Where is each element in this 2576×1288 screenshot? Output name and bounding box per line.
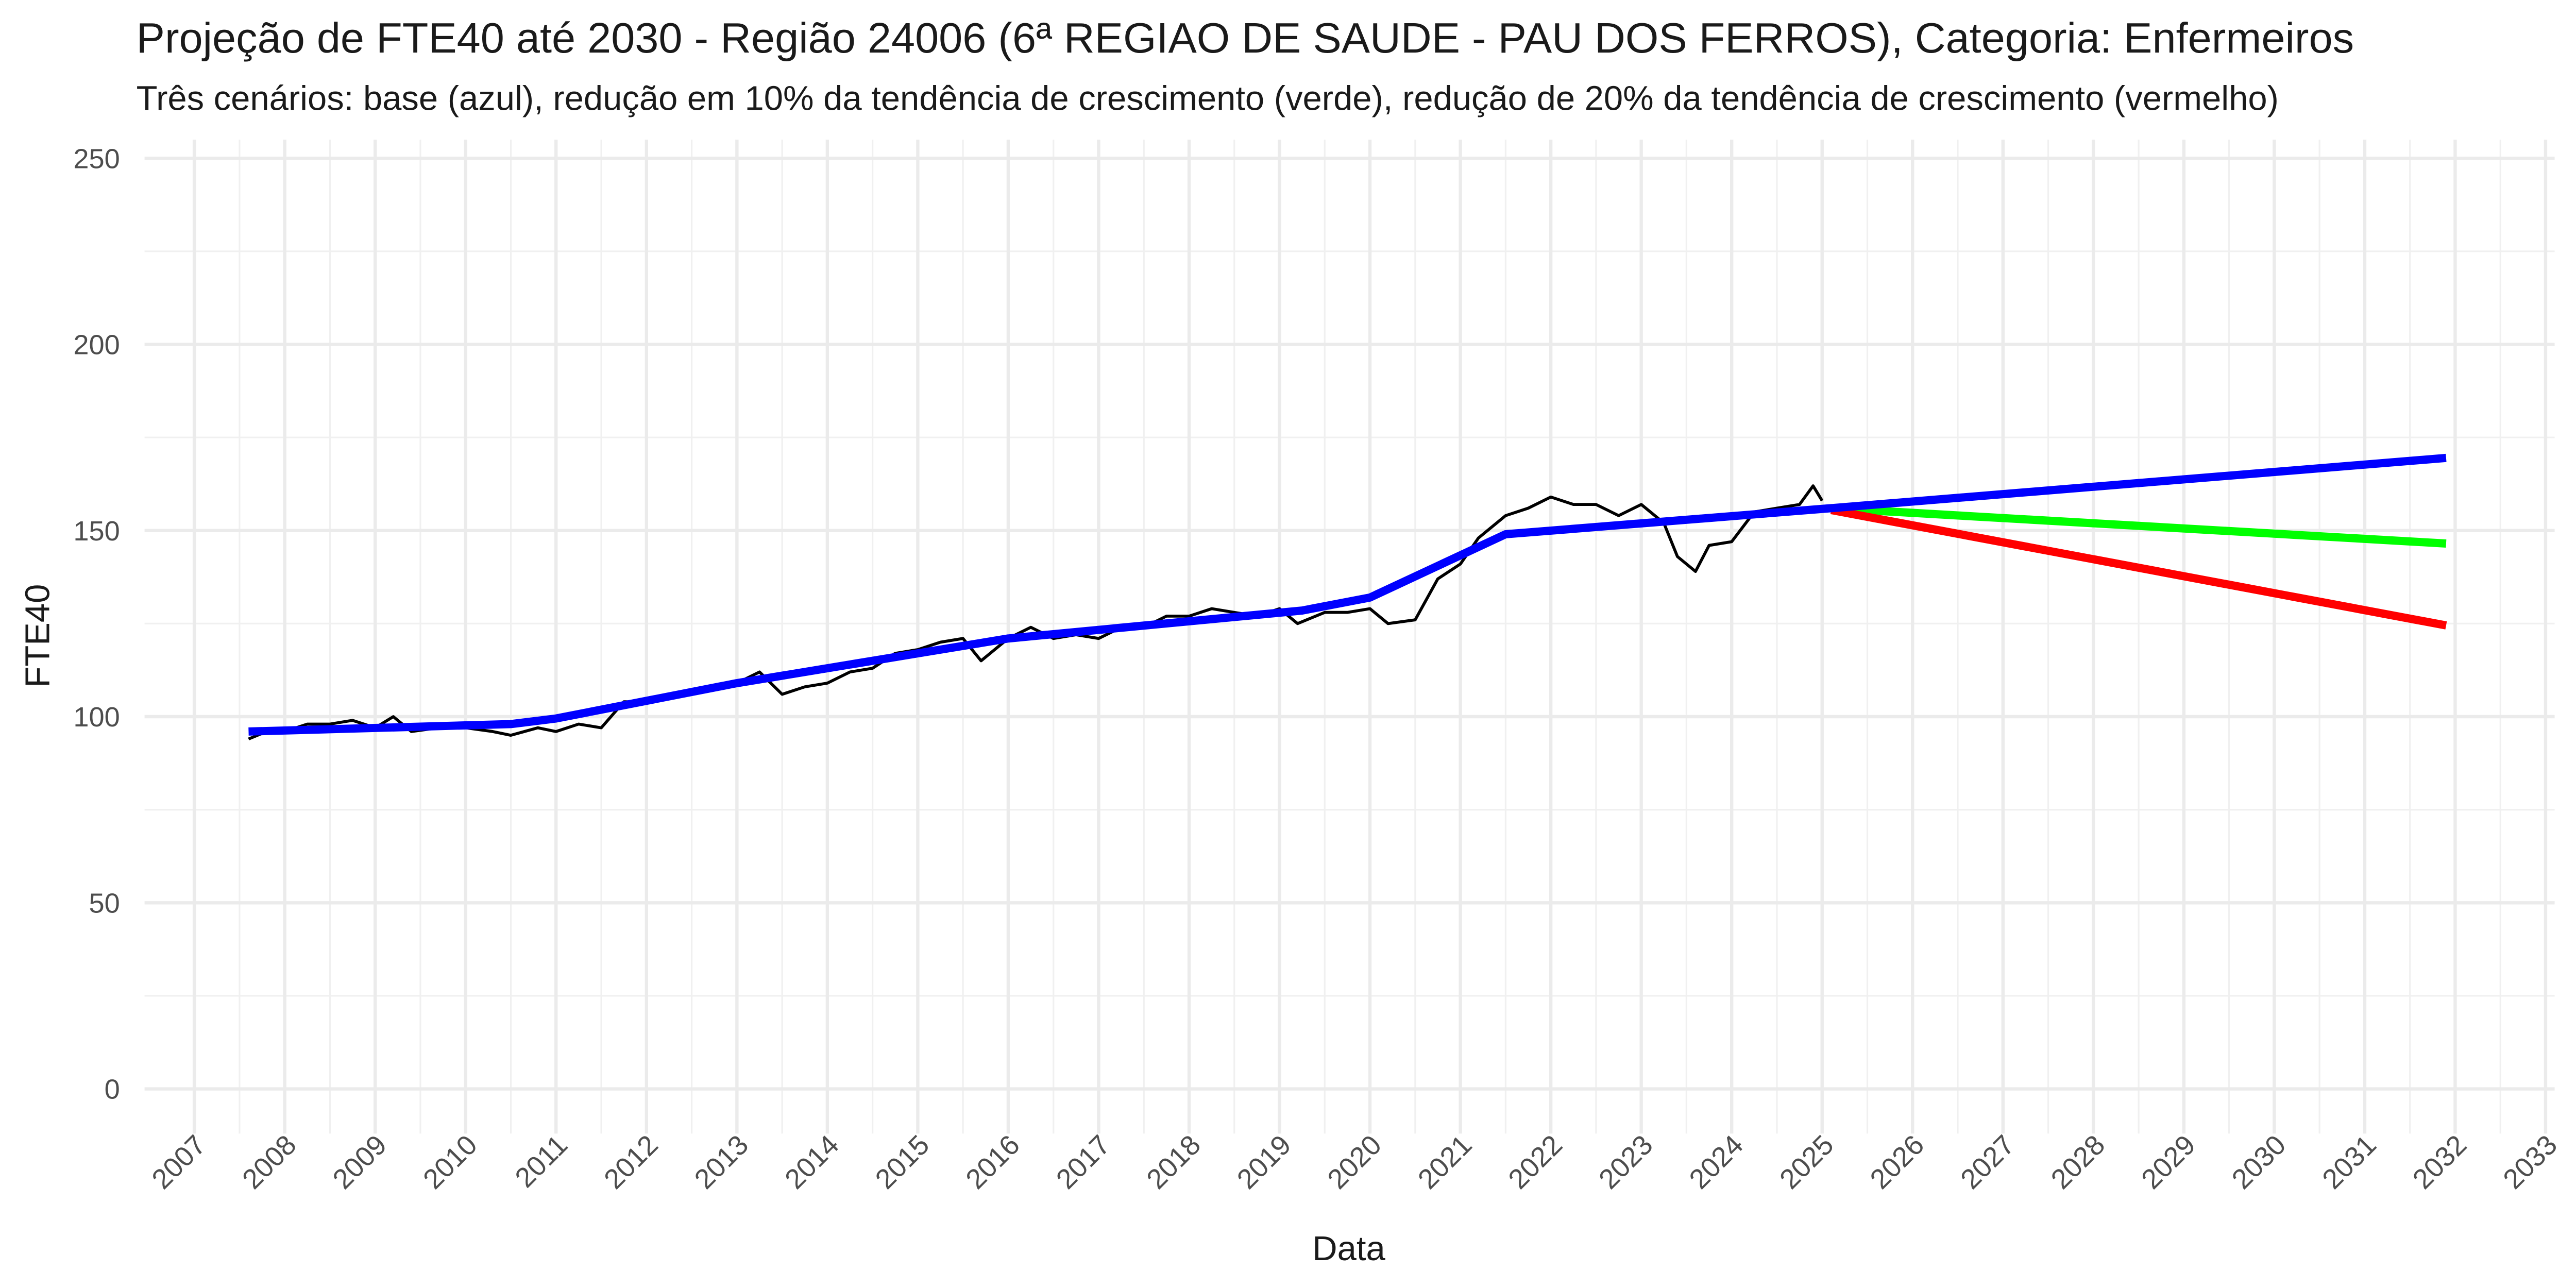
x-tick-label: 2007: [146, 1129, 212, 1195]
x-tick-label: 2030: [2226, 1129, 2292, 1195]
y-tick-label: 100: [73, 702, 120, 733]
x-tick-label: 2018: [1141, 1129, 1207, 1195]
x-tick-label: 2011: [509, 1129, 573, 1194]
x-tick-label: 2015: [870, 1129, 936, 1195]
x-tick-label: 2028: [2045, 1129, 2111, 1195]
series-line: [1831, 504, 2447, 548]
x-tick-label: 2016: [960, 1129, 1026, 1195]
plot-area: [248, 453, 2447, 740]
x-tick-label: 2025: [1774, 1129, 1840, 1195]
grid: 0 50 100 150 200 250 2007 2008 2009 2010 2011 2012 2…: [73, 140, 2563, 1195]
series-line: [1830, 506, 2447, 630]
x-tick-label: 2024: [1684, 1129, 1750, 1195]
x-tick-label: 2026: [1865, 1129, 1930, 1195]
chart-title: Projeção de FTE40 até 2030 - Região 2400…: [137, 14, 2354, 62]
x-tick-label: 2013: [689, 1129, 755, 1195]
series-line: [248, 484, 1824, 740]
x-tick-label: 2017: [1050, 1129, 1116, 1195]
x-tick-label: 2008: [236, 1129, 302, 1195]
x-tick-label: 2009: [327, 1129, 393, 1195]
x-tick-label: 2033: [2497, 1129, 2563, 1195]
x-tick-label: 2023: [1593, 1129, 1659, 1195]
x-tick-label: 2027: [1955, 1129, 2021, 1195]
y-tick-label: 0: [105, 1074, 120, 1105]
x-tick-label: 2020: [1321, 1129, 1387, 1195]
x-tick-label: 2022: [1502, 1129, 1568, 1195]
x-tick-label: 2014: [779, 1129, 845, 1195]
x-tick-label: 2019: [1231, 1129, 1297, 1195]
x-tick-label: 2031: [2316, 1129, 2382, 1195]
x-tick-label: 2010: [417, 1129, 483, 1195]
x-tick-label: 2021: [1412, 1129, 1478, 1195]
y-tick-label: 50: [89, 888, 120, 919]
x-tick-label: 2032: [2407, 1129, 2473, 1195]
x-tick-label: 2029: [2136, 1129, 2201, 1195]
y-tick-label: 250: [73, 143, 120, 174]
x-axis-label: Data: [1312, 1229, 1385, 1268]
y-axis-label: FTE40: [19, 584, 57, 688]
y-tick-label: 200: [73, 330, 120, 361]
chart-subtitle: Três cenários: base (azul), redução em 1…: [137, 79, 2279, 118]
series-line: [248, 453, 2447, 736]
x-tick-label: 2012: [598, 1129, 664, 1195]
y-tick-label: 150: [73, 516, 120, 547]
